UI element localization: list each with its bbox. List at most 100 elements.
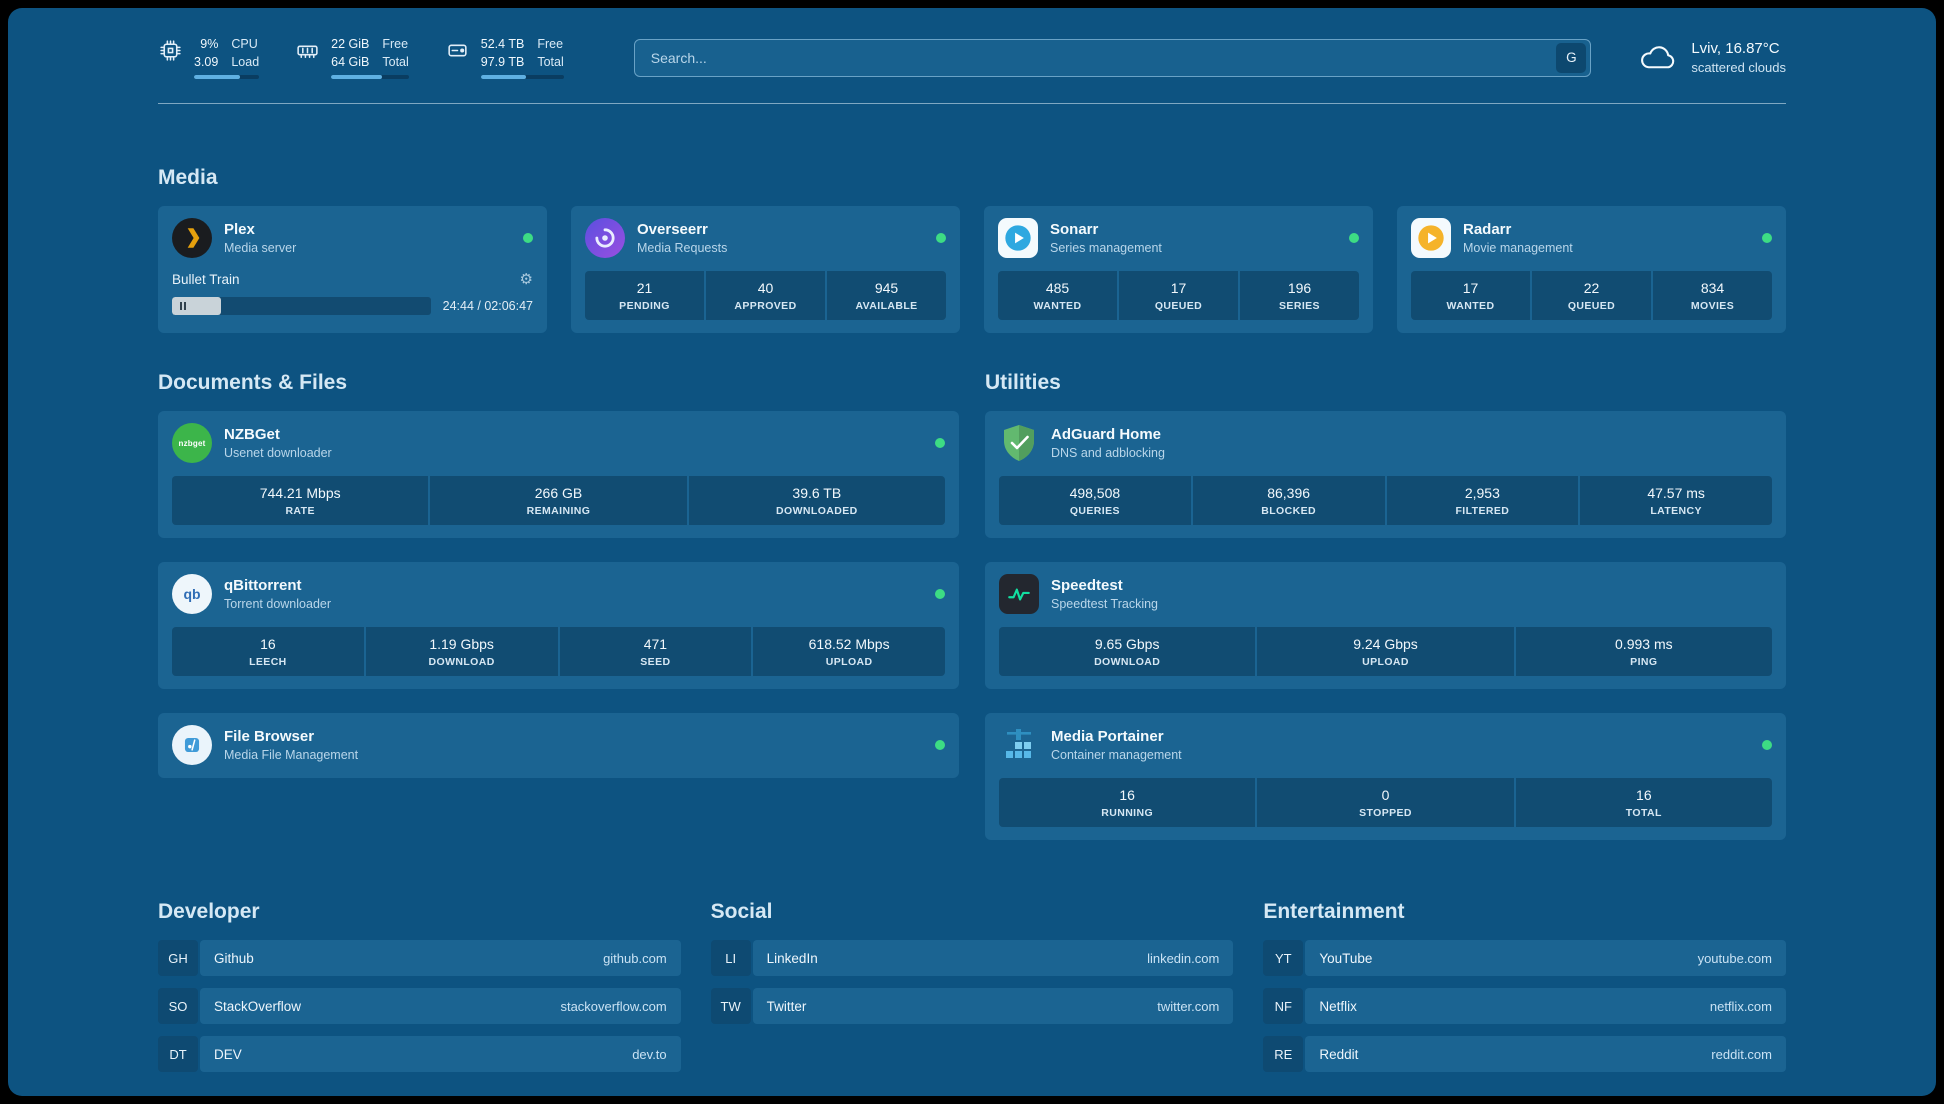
bookmark-abbr: NF: [1263, 988, 1304, 1024]
section-title-entertainment: Entertainment: [1263, 900, 1405, 923]
app-name: AdGuard Home: [1051, 426, 1162, 443]
bookmark-youtube[interactable]: YT YouTube youtube.com: [1263, 940, 1786, 976]
app-subtitle: Series management: [1050, 241, 1162, 255]
stat-queries: 498,508 QUERIES: [999, 476, 1191, 525]
bookmark-github[interactable]: GH Github github.com: [158, 940, 681, 976]
ram-total: 64 GiB: [331, 54, 370, 69]
stat-filtered: 2,953 FILTERED: [1386, 476, 1579, 525]
app-subtitle: Speedtest Tracking: [1051, 597, 1159, 611]
radarr-icon: [1411, 218, 1451, 258]
stat-upload: 9.24 Gbps UPLOAD: [1257, 627, 1514, 676]
cpu-percent: 9%: [200, 37, 219, 51]
topbar-divider: [158, 103, 1786, 104]
app-name: Sonarr: [1050, 221, 1099, 238]
section-title-media: Media: [158, 166, 218, 189]
pause-icon[interactable]: [180, 302, 182, 310]
disk-total: 97.9 TB: [480, 54, 525, 69]
weather-condition: scattered clouds: [1691, 60, 1786, 75]
bookmark-twitter[interactable]: TW Twitter twitter.com: [710, 988, 1234, 1024]
stat-series: 196 SERIES: [1240, 271, 1359, 320]
disk-free: 52.4 TB: [480, 37, 525, 51]
stat-queued: 22 QUEUED: [1532, 271, 1651, 320]
bookmark-netflix[interactable]: NF Netflix netflix.com: [1263, 988, 1786, 1024]
nzbget-icon: nzbget: [172, 423, 212, 463]
status-dot: [1762, 233, 1772, 243]
app-card-plex[interactable]: Plex Media server Bullet Train ⚙ 24:4: [158, 206, 547, 333]
app-card-sonarr[interactable]: Sonarr Series management 485 WANTED 17 Q…: [984, 206, 1373, 333]
cpu-widget: 9% 3.09 CPU Load: [158, 36, 260, 79]
stat-leech: 16 LEECH: [172, 627, 364, 676]
app-name: NZBGet: [224, 426, 280, 443]
stat-ping: 0.993 ms PING: [1515, 627, 1772, 676]
now-playing-title: Bullet Train: [172, 271, 240, 287]
app-subtitle: Usenet downloader: [224, 446, 332, 460]
app-card-nzbget[interactable]: nzbget NZBGet Usenet downloader 744.21 M…: [158, 411, 959, 538]
stat-stopped: 0 STOPPED: [1257, 778, 1514, 827]
bookmark-column-social: Social LI LinkedIn linkedin.com TW Twitt…: [710, 900, 1234, 1072]
stat-latency: 47.57 ms LATENCY: [1580, 476, 1772, 525]
bookmark-column-entertainment: Entertainment YT YouTube youtube.com NF …: [1263, 900, 1786, 1072]
app-card-portainer[interactable]: Media Portainer Container management 16 …: [985, 713, 1786, 840]
stat-queued: 17 QUEUED: [1119, 271, 1238, 320]
app-card-qbittorrent[interactable]: qb qBittorrent Torrent downloader 16: [158, 562, 959, 689]
gear-icon[interactable]: ⚙: [519, 271, 533, 288]
section-title-developer: Developer: [158, 900, 260, 923]
app-name: File Browser: [224, 728, 315, 745]
stat-movies: 834 MOVIES: [1653, 271, 1772, 320]
status-dot: [935, 438, 945, 448]
app-card-radarr[interactable]: Radarr Movie management 17 WANTED 22 QUE…: [1397, 206, 1786, 333]
qbittorrent-icon: qb: [172, 574, 212, 614]
ram-bar: [331, 75, 409, 79]
app-card-filebrowser[interactable]: File Browser Media File Management: [158, 713, 959, 778]
status-dot: [936, 233, 946, 243]
app-subtitle: Media server: [224, 241, 297, 255]
app-subtitle: Movie management: [1463, 241, 1573, 255]
app-card-speedtest[interactable]: Speedtest Speedtest Tracking 9.65 Gbps D…: [985, 562, 1786, 689]
adguard-icon: [999, 423, 1039, 463]
utilities-column: Utilities: [985, 371, 1786, 840]
bookmark-reddit[interactable]: RE Reddit reddit.com: [1263, 1036, 1786, 1072]
search-engine-button[interactable]: G: [1556, 42, 1587, 73]
status-dot: [1762, 740, 1772, 750]
bookmark-abbr: YT: [1263, 940, 1304, 976]
status-dot: [523, 233, 533, 243]
dashboard: 9% 3.09 CPU Load 22 GiB: [8, 8, 1936, 1096]
stat-remaining: 266 GB REMAINING: [430, 476, 687, 525]
media-grid: Plex Media server Bullet Train ⚙ 24:4: [158, 206, 1786, 333]
bookmark-dev[interactable]: DT DEV dev.to: [158, 1036, 681, 1072]
app-card-overseerr[interactable]: Overseerr Media Requests 21 PENDING 40 A…: [571, 206, 960, 333]
playback-progress-bar[interactable]: [172, 297, 431, 315]
disk-icon: [448, 44, 467, 57]
stat-running: 16 RUNNING: [999, 778, 1256, 827]
bookmark-abbr: LI: [710, 940, 751, 976]
bookmark-stackoverflow[interactable]: SO StackOverflow stackoverflow.com: [158, 988, 681, 1024]
bookmark-column-developer: Developer GH Github github.com SO StackO…: [158, 900, 681, 1072]
app-subtitle: Container management: [1051, 748, 1182, 762]
filebrowser-icon: [172, 725, 212, 765]
disk-bar: [480, 75, 564, 79]
portainer-icon: [999, 725, 1039, 765]
app-name: Media Portainer: [1051, 728, 1164, 745]
bookmark-linkedin[interactable]: LI LinkedIn linkedin.com: [710, 940, 1234, 976]
playback-time: 24:44 / 02:06:47: [442, 299, 533, 313]
stat-approved: 40 APPROVED: [706, 271, 825, 320]
stat-blocked: 86,396 BLOCKED: [1192, 476, 1385, 525]
top-bar: 9% 3.09 CPU Load 22 GiB: [8, 8, 1936, 79]
documents-column: Documents & Files nzbget NZBGet Usenet d…: [158, 371, 959, 840]
status-dot: [1349, 233, 1359, 243]
app-subtitle: Media Requests: [637, 241, 728, 255]
search-input[interactable]: [648, 48, 1557, 67]
app-subtitle: Torrent downloader: [224, 597, 332, 611]
search-bar: G: [633, 38, 1592, 77]
stat-rate: 744.21 Mbps RATE: [172, 476, 429, 525]
app-card-adguard[interactable]: AdGuard Home DNS and adblocking 498,508 …: [985, 411, 1786, 538]
stat-downloaded: 39.6 TB DOWNLOADED: [688, 476, 945, 525]
app-name: Radarr: [1463, 221, 1512, 238]
app-name: Overseerr: [637, 221, 708, 238]
section-title-documents: Documents & Files: [158, 371, 348, 394]
cpu-load: 3.09: [194, 54, 219, 69]
stat-seed: 471 SEED: [559, 627, 752, 676]
stat-upload: 618.52 Mbps UPLOAD: [753, 627, 945, 676]
disk-widget: 52.4 TB 97.9 TB Free Total: [445, 36, 564, 79]
weather-widget: Lviv, 16.87°C scattered clouds: [1637, 40, 1786, 75]
